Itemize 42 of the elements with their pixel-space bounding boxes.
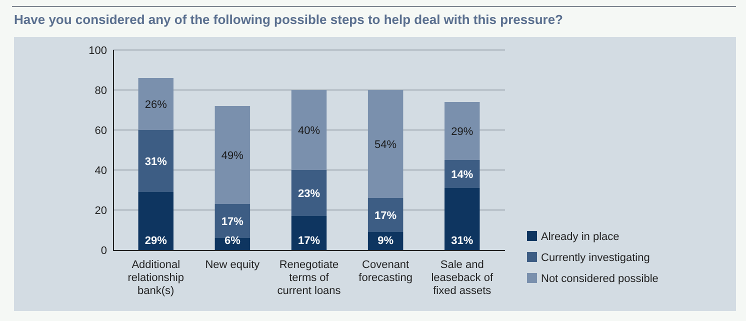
- bar: [214, 204, 250, 238]
- bar: [291, 90, 327, 170]
- y-tick-label: 80: [94, 85, 107, 97]
- data-label: 23%: [298, 188, 320, 200]
- y-tick-label: 40: [94, 165, 107, 177]
- legend-label: Currently investigating: [541, 252, 650, 264]
- data-label: 31%: [144, 156, 168, 168]
- data-label: 9%: [378, 235, 394, 247]
- chart-title: Have you considered any of the following possible steps to help deal with this pressure?: [14, 12, 564, 27]
- bar: [291, 170, 327, 216]
- data-label: 6%: [224, 235, 241, 247]
- legend-label: Not considered possible: [541, 273, 658, 285]
- bar: [214, 106, 250, 204]
- bar: [138, 130, 174, 192]
- data-label: 40%: [298, 125, 320, 137]
- data-label: 14%: [451, 169, 474, 181]
- data-label: 31%: [451, 235, 474, 247]
- x-tick-label: Covenant forecasting: [358, 259, 412, 284]
- x-tick-label: New equity: [205, 259, 260, 271]
- y-tick-label: 0: [100, 245, 107, 257]
- data-label: 49%: [221, 150, 244, 162]
- bar: [444, 102, 480, 160]
- data-label: 26%: [144, 99, 168, 111]
- bar: [368, 198, 404, 232]
- y-tick-label: 60: [94, 125, 107, 137]
- bar: [138, 78, 174, 130]
- data-label: 29%: [144, 235, 168, 247]
- x-tick-label: Renegotiate terms of current loans: [277, 259, 342, 297]
- data-label: 17%: [374, 210, 397, 222]
- data-label: 54%: [374, 139, 397, 151]
- bar: [138, 192, 174, 250]
- x-tick-label: Additional relationship bank(s): [128, 259, 184, 297]
- data-label: 17%: [221, 216, 244, 228]
- data-label: 17%: [298, 235, 320, 247]
- y-tick-label: 20: [94, 205, 107, 217]
- legend-label: Already in place: [541, 231, 620, 243]
- bar: [291, 216, 327, 250]
- data-label: 29%: [451, 126, 474, 138]
- bar: [444, 188, 480, 250]
- bar: [368, 90, 404, 198]
- y-tick-label: 100: [88, 45, 107, 57]
- x-tick-label: Sale and leaseback of fixed assets: [431, 259, 494, 297]
